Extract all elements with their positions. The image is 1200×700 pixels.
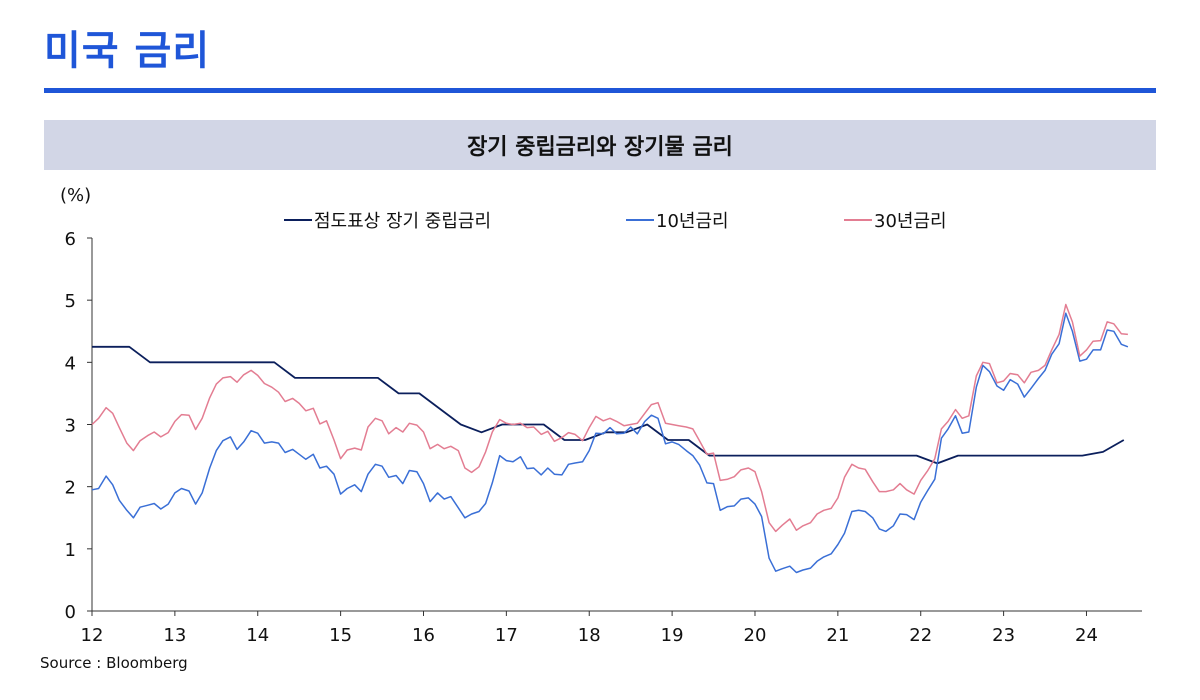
title-divider <box>44 88 1156 93</box>
x-tick-label: 22 <box>909 625 932 646</box>
x-tick-label: 12 <box>81 625 104 646</box>
y-tick-label: 5 <box>65 291 76 312</box>
y-axis-unit-label: (%) <box>60 185 91 206</box>
y-tick-label: 4 <box>65 353 76 374</box>
chart-title: 장기 중립금리와 장기물 금리 <box>44 120 1156 170</box>
legend-label-1: 점도표상 장기 중립금리 <box>314 211 491 232</box>
x-tick-label: 17 <box>495 625 518 646</box>
y-tick-label: 2 <box>65 478 76 499</box>
y-tick-label: 1 <box>65 540 76 561</box>
x-tick-label: 20 <box>744 625 767 646</box>
y-tick-label: 6 <box>65 229 76 250</box>
legend-label-2: 10년금리 <box>656 211 729 232</box>
x-tick-label: 23 <box>992 625 1015 646</box>
y-axis-ticks: 0 1 2 3 4 5 6 <box>65 229 92 623</box>
x-tick-label: 19 <box>661 625 684 646</box>
legend: 점도표상 장기 중립금리 10년금리 30년금리 <box>284 211 947 232</box>
series-line-1 <box>92 345 1125 465</box>
x-axis-ticks: 12 13 14 15 16 17 18 19 20 21 22 23 24 <box>81 611 1098 646</box>
x-tick-label: 24 <box>1075 625 1098 646</box>
x-tick-label: 21 <box>826 625 849 646</box>
y-tick-label: 3 <box>65 416 76 437</box>
x-tick-label: 14 <box>246 625 269 646</box>
x-tick-label: 15 <box>329 625 352 646</box>
series-line-2 <box>91 312 1129 574</box>
series-line-3 <box>91 303 1128 533</box>
x-tick-label: 13 <box>163 625 186 646</box>
page-title: 미국 금리 <box>44 28 211 74</box>
x-tick-label: 16 <box>412 625 435 646</box>
legend-label-3: 30년금리 <box>874 211 947 232</box>
series-lines <box>91 303 1129 574</box>
x-tick-label: 18 <box>578 625 601 646</box>
source-note: Source : Bloomberg <box>40 654 188 672</box>
y-tick-label: 0 <box>65 602 76 623</box>
